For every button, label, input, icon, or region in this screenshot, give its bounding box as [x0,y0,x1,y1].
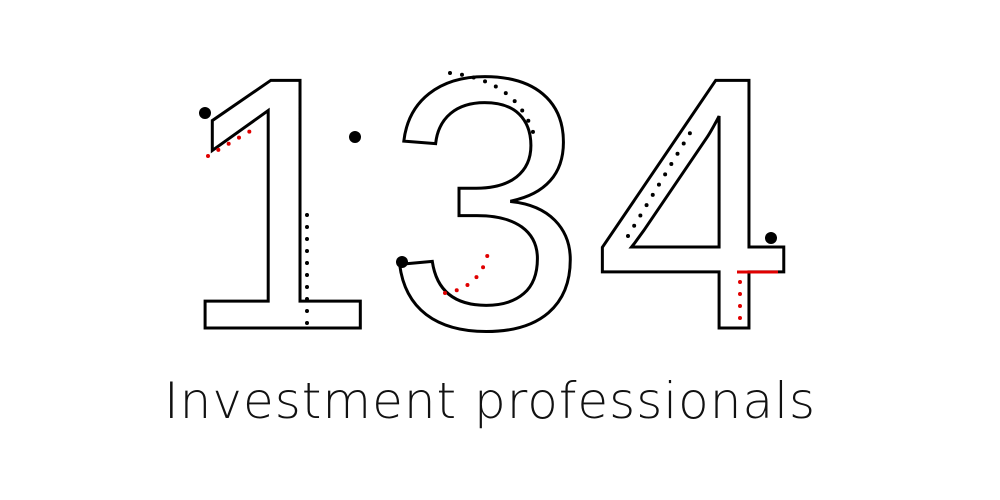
dot [765,232,777,244]
dot [199,107,211,119]
dot [349,131,361,143]
headline-number: 134 [178,3,803,405]
caption: Investment professionals [164,372,816,430]
decorations [199,71,778,332]
dotted-accent [626,131,692,238]
dot [396,256,408,268]
dotted-accent [206,128,254,158]
dotted-accent [448,71,535,134]
